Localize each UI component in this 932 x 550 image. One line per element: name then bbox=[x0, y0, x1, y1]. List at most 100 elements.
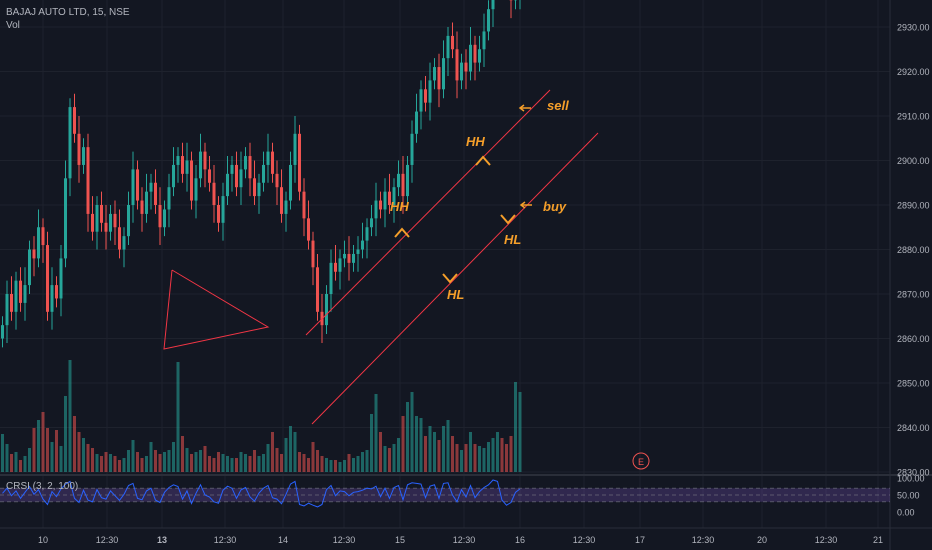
candle-body bbox=[424, 89, 427, 103]
volume-bar bbox=[496, 432, 499, 472]
buy-arrow-icon bbox=[519, 201, 526, 209]
candle-body bbox=[28, 249, 31, 286]
candle-body bbox=[55, 285, 58, 299]
candle-body bbox=[388, 191, 391, 205]
candle-body bbox=[221, 196, 225, 223]
volume-bar bbox=[478, 446, 481, 472]
candle-body bbox=[437, 67, 441, 90]
candle-body bbox=[176, 156, 180, 165]
candle-body bbox=[406, 164, 409, 197]
volume-bar bbox=[338, 462, 342, 472]
volume-bar bbox=[208, 456, 211, 472]
price-axis-label: 2880.00 bbox=[897, 245, 930, 255]
volume-bar bbox=[145, 456, 148, 472]
earnings-marker-label: E bbox=[638, 457, 644, 467]
volume-bar bbox=[266, 444, 270, 472]
candle-body bbox=[109, 213, 112, 232]
candle-body bbox=[199, 151, 202, 179]
volume-bar bbox=[185, 448, 189, 472]
candle-body bbox=[325, 294, 328, 326]
volume-bar bbox=[424, 436, 427, 472]
candle-body bbox=[491, 0, 495, 10]
volume-bar bbox=[244, 454, 247, 472]
time-axis-label: 17 bbox=[635, 535, 645, 545]
hl-chevron-down bbox=[442, 273, 458, 284]
volume-bar bbox=[64, 396, 67, 472]
channel-upper-line bbox=[305, 89, 551, 336]
candle-body bbox=[271, 151, 274, 174]
volume-bar bbox=[190, 454, 193, 472]
candle-body bbox=[19, 280, 22, 303]
candle-body bbox=[154, 182, 157, 205]
time-axis-label: 13 bbox=[157, 535, 167, 545]
volume-bar bbox=[320, 456, 324, 472]
price-axis-label: 2900.00 bbox=[897, 156, 930, 166]
volume-bar bbox=[397, 438, 400, 472]
candle-body bbox=[64, 178, 67, 259]
candle-body bbox=[217, 205, 220, 223]
volume-bar bbox=[55, 430, 58, 472]
candle-body bbox=[289, 164, 292, 201]
volume-bar bbox=[329, 460, 333, 472]
time-axis-label: 21 bbox=[873, 535, 883, 545]
volume-bar bbox=[203, 446, 207, 472]
candle-body bbox=[293, 133, 297, 165]
price-axis-label: 2870.00 bbox=[897, 290, 930, 300]
volume-bar bbox=[451, 436, 454, 472]
candle-body bbox=[73, 107, 76, 134]
volume-bar bbox=[347, 454, 351, 472]
candle-body bbox=[401, 173, 405, 197]
volume-bar bbox=[122, 458, 126, 472]
candle-body bbox=[343, 253, 346, 259]
time-axis-label: 12:30 bbox=[815, 535, 838, 545]
candle-body bbox=[100, 205, 103, 223]
volume-bar bbox=[419, 418, 423, 472]
volume-bar bbox=[113, 456, 117, 472]
indicator-legend[interactable]: CRSI (3, 2, 100) bbox=[6, 481, 79, 492]
volume-bar bbox=[28, 448, 31, 472]
time-axis-label: 16 bbox=[515, 535, 525, 545]
candle-body bbox=[122, 236, 126, 250]
volume-bar bbox=[91, 448, 94, 472]
time-axis-label: 12:30 bbox=[453, 535, 476, 545]
candle-body bbox=[190, 160, 193, 201]
volume-bar bbox=[248, 456, 252, 472]
volume-bar bbox=[307, 458, 310, 472]
candle-body bbox=[275, 173, 279, 188]
candle-body bbox=[145, 191, 148, 214]
candle-body bbox=[469, 44, 472, 72]
candle-body bbox=[86, 147, 90, 214]
volume-bar bbox=[163, 452, 166, 472]
candle-body bbox=[370, 218, 373, 228]
volume-bar bbox=[176, 362, 180, 472]
candles bbox=[1, 0, 521, 348]
volume-bar bbox=[19, 460, 22, 472]
volume-bar bbox=[77, 432, 81, 472]
volume-legend[interactable]: Vol bbox=[6, 20, 20, 31]
candle-body bbox=[482, 31, 486, 50]
annotation-buy: buy bbox=[543, 199, 567, 214]
candle-body bbox=[95, 205, 99, 232]
candle-body bbox=[1, 325, 4, 339]
volume-bar bbox=[379, 432, 382, 472]
volume-bar bbox=[491, 438, 495, 472]
volume-bar bbox=[50, 442, 54, 472]
candle-body bbox=[329, 262, 333, 294]
volume-bar bbox=[271, 432, 274, 472]
candle-body bbox=[32, 249, 36, 259]
annotation-hl: HL bbox=[447, 287, 464, 302]
candle-body bbox=[446, 35, 450, 59]
sell-arrow-icon bbox=[518, 104, 525, 112]
volume-bar bbox=[374, 394, 378, 472]
symbol-legend[interactable]: BAJAJ AUTO LTD, 15, NSE bbox=[6, 7, 130, 18]
candle-body bbox=[244, 156, 247, 170]
time-axis-label: 20 bbox=[757, 535, 767, 545]
volume-bar bbox=[442, 426, 445, 472]
volume-bar bbox=[59, 446, 63, 472]
volume-bar bbox=[514, 382, 517, 472]
volume-bar bbox=[469, 432, 472, 472]
candle-body bbox=[383, 191, 387, 210]
volume-bar bbox=[149, 442, 153, 472]
